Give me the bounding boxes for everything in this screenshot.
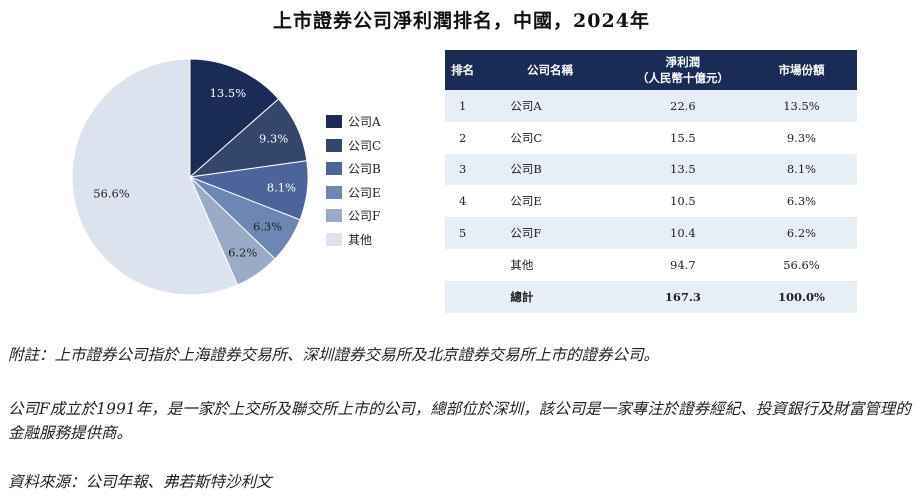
pie-slice-label: 6.3% [253, 220, 282, 234]
legend-label: 公司C [348, 138, 382, 153]
table-row: 3 公司B 13.5 8.1% [445, 153, 857, 186]
source-note: 資料來源：公司年報、弗若斯特沙利文 [8, 473, 272, 491]
table-header-row: 排名 公司名稱 淨利潤 （人民幣十億元） 市場份額 [445, 50, 857, 90]
cell-company: 公司F [480, 217, 620, 249]
cell-company: 公司B [480, 153, 620, 186]
cell-rank-empty [445, 280, 481, 313]
pie-slice-label: 13.5% [210, 86, 247, 100]
cell-rank: 5 [445, 217, 481, 249]
table-row-other: 其他 94.7 56.6% [445, 249, 857, 281]
chart-legend: 公司A 公司C 公司B 公司E 公司F 其他 [326, 110, 381, 251]
legend-label: 公司A [348, 115, 381, 130]
cell-share: 9.3% [786, 130, 817, 145]
pie-chart: 13.5% 9.3% 8.1% 6.3% 6.2% 56.6% [71, 58, 309, 296]
legend-label: 公司B [348, 162, 381, 177]
legend-item: 公司A [326, 110, 381, 134]
pie-slice-label: 56.6% [93, 187, 130, 201]
cell-net-profit: 10.5 [670, 194, 696, 209]
cell-rank: 2 [459, 130, 467, 145]
chart-title: 上市證券公司淨利潤排名，中國，2024年 [273, 10, 650, 32]
cell-share: 13.5% [745, 90, 857, 122]
legend-swatch [326, 115, 342, 129]
table-row: 4 公司E 10.5 6.3% [445, 185, 857, 217]
ranking-table: 排名 公司名稱 淨利潤 （人民幣十億元） 市場份額 1 公司A 22.6 13.5… [445, 50, 857, 313]
cell-share: 8.1% [745, 153, 857, 186]
header-net-profit-line2: （人民幣十億元） [636, 71, 729, 85]
footnote: 附註：上市證券公司指於上海證券交易所、深圳證券交易所及北京證券交易所上市的證券公… [8, 346, 660, 364]
header-market-share: 市場份額 [745, 50, 857, 90]
header-company-name: 公司名稱 [480, 50, 620, 90]
table-row: 2 公司C 15.5 9.3% [445, 122, 857, 154]
cell-share: 6.2% [745, 217, 857, 249]
cell-rank: 4 [459, 194, 467, 209]
cell-net-profit: 22.6 [619, 90, 746, 122]
legend-item: 公司C [326, 134, 381, 158]
table-row-total: 總計 167.3 100.0% [445, 280, 857, 313]
pie-slice-label: 6.2% [228, 245, 257, 259]
company-f-note: 公司F成立於1991年，是一家於上交所及聯交所上市的公司，總部位於深圳，該公司是… [8, 400, 911, 442]
cell-total-net-profit: 167.3 [619, 280, 746, 313]
cell-net-profit: 10.4 [619, 217, 746, 249]
table-row: 5 公司F 10.4 6.2% [445, 217, 857, 249]
cell-company: 公司C [510, 130, 543, 145]
cell-company: 公司A [480, 90, 620, 122]
header-rank: 排名 [445, 50, 481, 90]
cell-net-profit: 15.5 [670, 130, 696, 145]
cell-rank-empty [445, 249, 480, 281]
cell-share: 56.6% [783, 257, 820, 272]
cell-net-profit: 13.5 [619, 153, 746, 186]
legend-label: 公司E [348, 185, 381, 200]
cell-net-profit: 94.7 [670, 257, 696, 272]
header-net-profit-line1: 淨利潤 [665, 55, 701, 69]
legend-item: 公司F [326, 204, 381, 228]
cell-rank: 1 [445, 90, 481, 122]
legend-item: 其他 [326, 228, 381, 252]
legend-swatch [326, 209, 342, 223]
header-net-profit: 淨利潤 （人民幣十億元） [619, 50, 746, 90]
legend-swatch [326, 232, 342, 246]
legend-label: 公司F [348, 209, 381, 224]
pie-slice-label: 9.3% [259, 132, 288, 146]
legend-item: 公司B [326, 157, 381, 181]
legend-swatch [326, 185, 342, 199]
table-row: 1 公司A 22.6 13.5% [445, 90, 857, 122]
cell-company: 其他 [510, 257, 534, 272]
pie-slice [189, 58, 280, 179]
legend-swatch [326, 162, 342, 176]
legend-item: 公司E [326, 181, 381, 205]
cell-company: 公司E [510, 194, 542, 209]
pie-slice-label: 8.1% [267, 181, 296, 195]
legend-label: 其他 [348, 232, 373, 247]
cell-share: 6.3% [786, 194, 817, 209]
cell-rank: 3 [445, 153, 481, 186]
legend-swatch [326, 138, 342, 152]
pie-slice [71, 58, 239, 296]
cell-total-share: 100.0% [745, 280, 857, 313]
cell-total-label: 總計 [480, 280, 620, 313]
